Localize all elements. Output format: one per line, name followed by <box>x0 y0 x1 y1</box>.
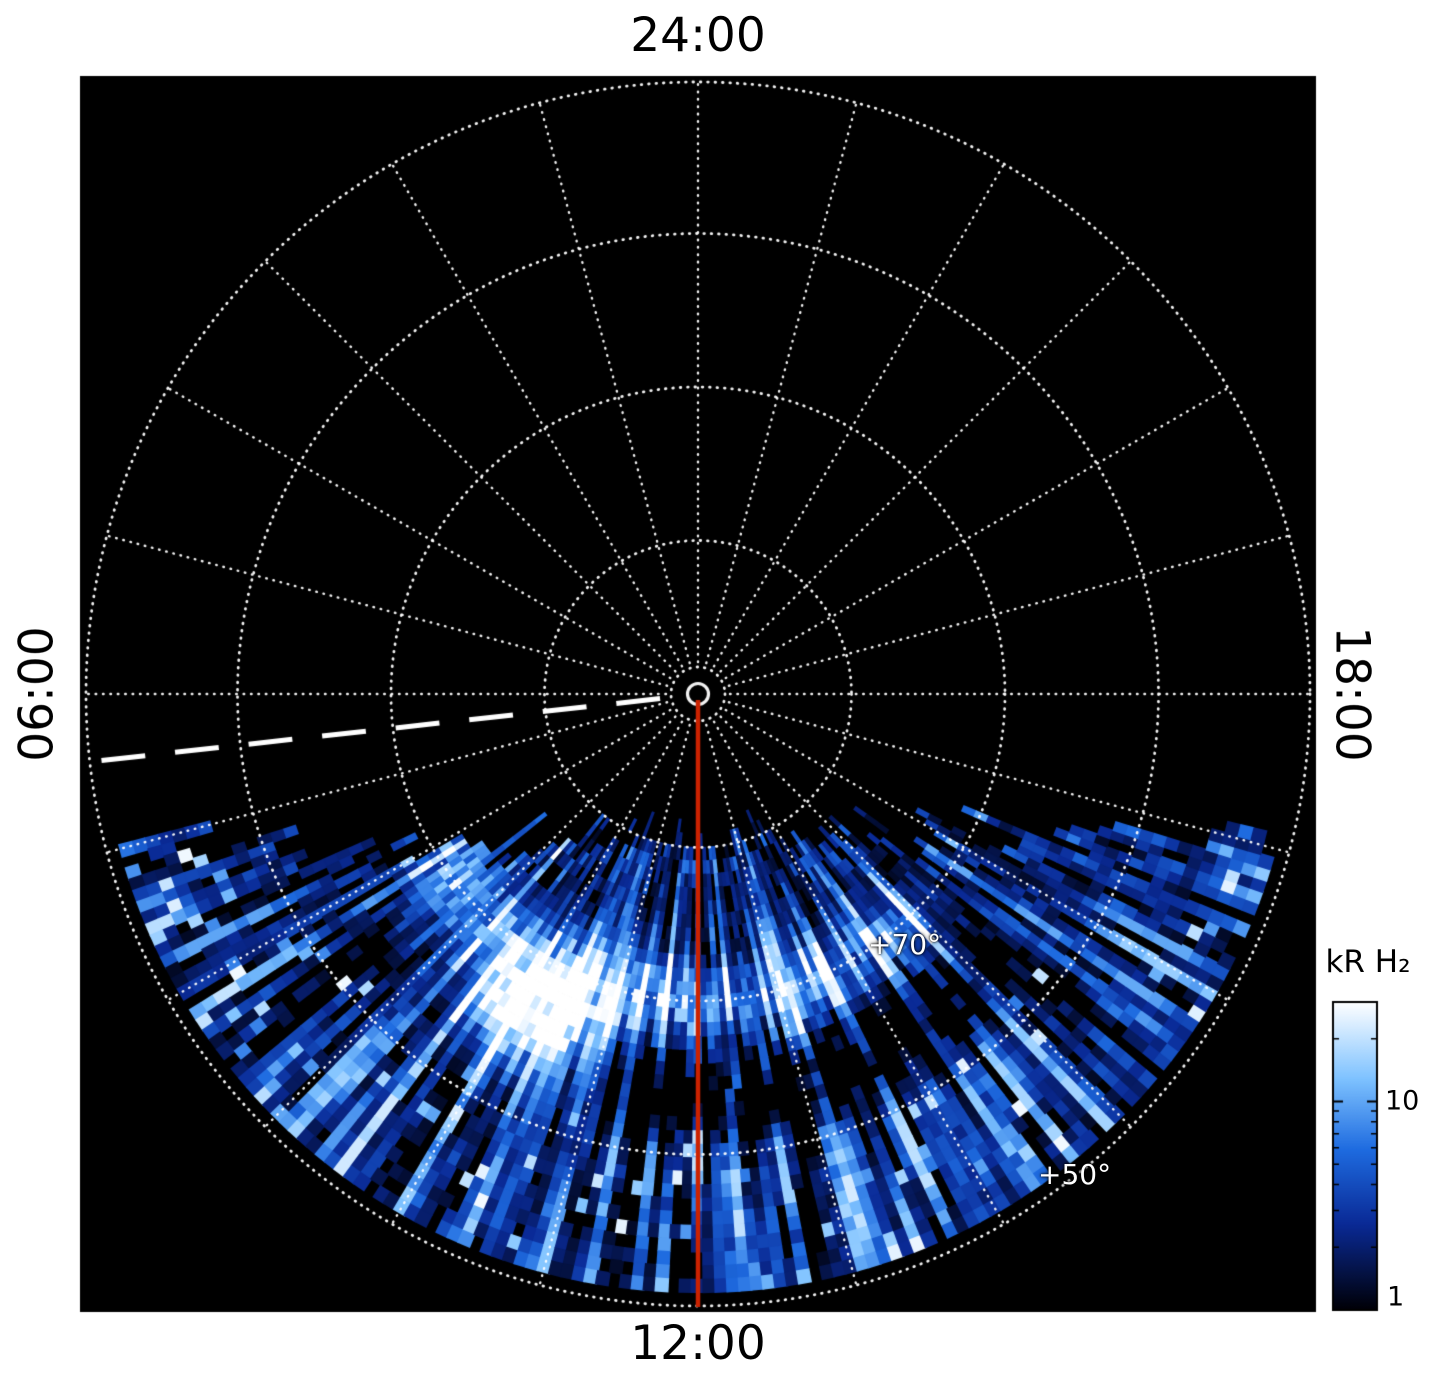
local-time-label-0600: 06:00 <box>9 626 65 762</box>
local-time-label-1800: 18:00 <box>1324 626 1380 762</box>
colorbar-title: kR H₂ <box>1325 944 1411 980</box>
colorbar-tick-label-1: 1 <box>1387 1281 1405 1313</box>
latitude-ring-label-50: +50° <box>1038 1158 1112 1191</box>
colorbar-tick-label-10: 10 <box>1385 1085 1420 1117</box>
local-time-label-1200: 12:00 <box>630 1316 766 1371</box>
latitude-ring-label-70: +70° <box>868 928 942 961</box>
local-time-label-2400: 24:00 <box>630 8 766 63</box>
